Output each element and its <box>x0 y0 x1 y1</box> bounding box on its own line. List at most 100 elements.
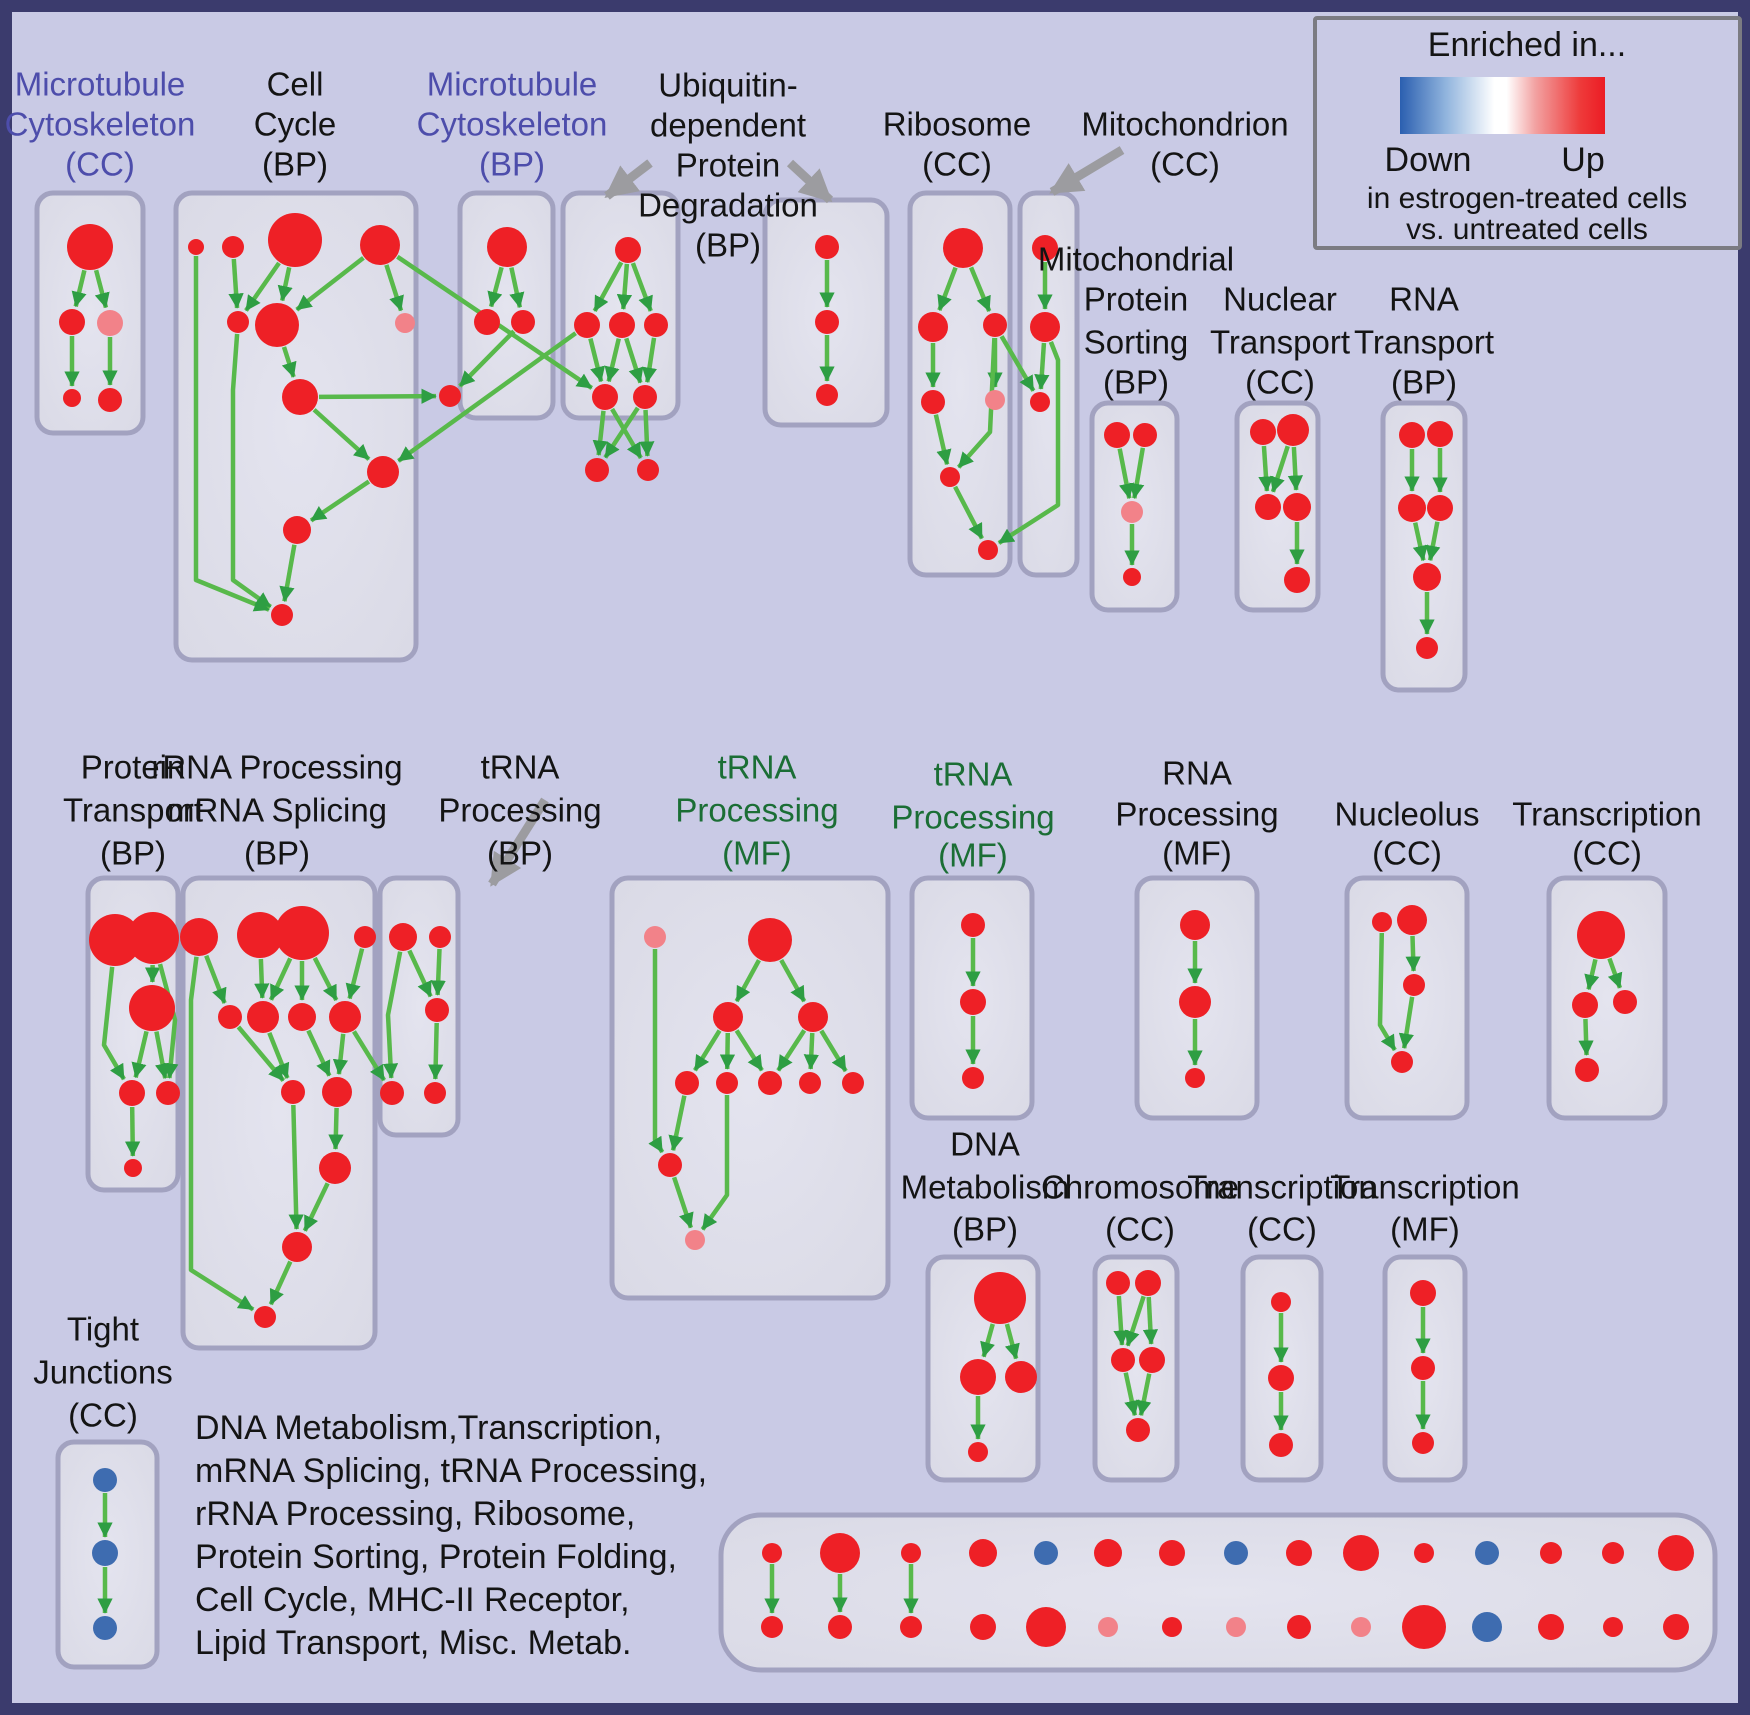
edge-trna-mf-1 <box>803 1032 819 1070</box>
go-term-node-red <box>974 1272 1026 1324</box>
go-term-node-red <box>1255 494 1281 520</box>
edge-trna-mf-1 <box>668 1095 687 1152</box>
edge-cell-cycle <box>312 408 371 461</box>
go-term-node-red <box>1411 1356 1435 1380</box>
edge-trna-bp <box>382 951 403 1079</box>
go-term-node-red <box>1180 910 1210 940</box>
go-term-node-red <box>828 1615 852 1639</box>
go-term-node-red <box>1575 1058 1599 1082</box>
cluster-label-chromosome: Chromosome <box>1041 1169 1239 1206</box>
cluster-box-ubiquitin <box>560 190 681 421</box>
edge-trna-mf-1 <box>779 958 807 1003</box>
edge-mt-cc <box>71 269 87 308</box>
go-term-node-red <box>218 1005 242 1029</box>
edge-rrna-processing <box>288 1104 304 1230</box>
go-term-node-blue <box>92 1540 118 1566</box>
cluster-label-mito-sorting: Protein <box>1084 281 1189 318</box>
cluster-label-rrna-processing: rRNA Processing <box>151 749 402 786</box>
cluster-label-trna-mf-1: Processing <box>675 792 838 829</box>
go-term-node-red <box>820 1533 860 1573</box>
edge-nuclear-transport <box>1270 445 1290 493</box>
edge-trna-mf-1 <box>734 1029 764 1072</box>
go-term-node-red <box>761 1616 783 1638</box>
go-term-node-red <box>1602 1542 1624 1564</box>
edge-trna-mf-1 <box>693 1029 722 1072</box>
go-term-node-red <box>900 1616 922 1638</box>
go-term-node-pink <box>97 310 123 336</box>
go-term-node-red <box>1343 1535 1379 1571</box>
cluster-label-trna-mf-1: tRNA <box>718 749 797 786</box>
go-term-node-pink <box>644 926 666 948</box>
go-term-node-red <box>1139 1347 1165 1373</box>
cross-edge <box>997 341 1061 545</box>
cluster-label-dna-metabolism: Metabolism <box>901 1169 1070 1206</box>
go-term-node-red <box>901 1543 921 1563</box>
cluster-label-mitochondrion: (CC) <box>1150 146 1220 183</box>
go-term-node-red <box>816 384 838 406</box>
go-term-node-red <box>1287 1615 1311 1639</box>
go-term-node-red <box>1398 494 1426 522</box>
cross-edge <box>318 388 437 404</box>
cluster-label-dna-metabolism: (BP) <box>952 1211 1018 1248</box>
go-term-node-red <box>609 312 635 338</box>
go-term-node-red <box>1005 1361 1037 1393</box>
cross-edge <box>999 335 1036 392</box>
legend-subtitle-1: in estrogen-treated cells <box>1367 182 1687 215</box>
go-term-node-red <box>322 1077 352 1107</box>
legend-down-label: Down <box>1385 141 1472 179</box>
go-term-node-red <box>425 998 449 1022</box>
go-term-node-red <box>762 1543 782 1563</box>
go-term-node-red <box>268 213 322 267</box>
go-term-node-red <box>1391 1051 1413 1073</box>
go-term-node-red <box>180 918 218 956</box>
edge-trna-mf-1 <box>719 1032 736 1070</box>
edge-trna-mf-1 <box>700 1095 730 1231</box>
go-term-node-red <box>644 313 668 337</box>
edge-ubiquitin <box>616 263 633 310</box>
go-term-node-red <box>1403 974 1425 996</box>
cluster-label-trna-mf-2: Processing <box>891 799 1054 836</box>
go-term-node-red <box>254 1306 276 1328</box>
edge-chromosome <box>1142 1296 1159 1345</box>
go-term-node-red <box>367 456 399 488</box>
cluster-label-dna-metabolism: DNA <box>950 1126 1020 1163</box>
cluster-label-nuclear-transport: Transport <box>1210 324 1350 361</box>
edge-cell-cycle <box>244 261 281 312</box>
go-term-node-red <box>354 926 376 948</box>
label-pointer-arrow-2 <box>786 159 834 204</box>
misc-line-6: Lipid Transport, Misc. Metab. <box>195 1624 632 1662</box>
misc-line-5: Cell Cycle, MHC-II Receptor, <box>195 1581 630 1619</box>
edge-protein-transport <box>124 1106 141 1157</box>
go-term-node-red <box>633 385 657 409</box>
edge-dna-metabolism <box>980 1323 995 1358</box>
go-term-node-red <box>637 459 659 481</box>
edge-mitochondrion <box>1034 342 1050 390</box>
go-term-node-red <box>1030 312 1060 342</box>
cluster-label-ubiquitin: (BP) <box>695 227 761 264</box>
go-term-node-red <box>1135 1270 1161 1296</box>
go-term-node-red <box>940 467 960 487</box>
edge-cell-cycle <box>281 346 297 378</box>
edge-rrna-processing <box>302 1182 330 1232</box>
go-term-node-red <box>255 303 299 347</box>
edge-rrna-processing <box>345 948 365 1000</box>
go-term-node-red <box>1284 567 1310 593</box>
edge-chromosome <box>1124 1295 1146 1347</box>
go-term-node-red <box>380 1081 404 1105</box>
cluster-label-mt-bp: Cytoskeleton <box>417 106 608 143</box>
go-term-node-pink <box>985 390 1005 410</box>
go-term-node-red <box>282 1232 312 1262</box>
cluster-label-mt-bp: Microtubule <box>427 66 598 103</box>
go-term-node-red <box>842 1072 864 1094</box>
go-term-node-red <box>1427 495 1453 521</box>
go-term-node-red <box>1414 1543 1434 1563</box>
misc-line-2: mRNA Splicing, tRNA Processing, <box>195 1452 707 1490</box>
go-term-node-red <box>319 1152 351 1184</box>
go-term-node-red <box>511 310 535 334</box>
cluster-label-chromosome: (CC) <box>1105 1211 1175 1248</box>
go-term-node-red <box>585 458 609 482</box>
go-term-node-red <box>983 313 1007 337</box>
edge-ubiquitin <box>641 337 658 383</box>
edge-rrna-processing <box>254 958 270 999</box>
edge-nuclear-transport <box>1258 445 1274 492</box>
